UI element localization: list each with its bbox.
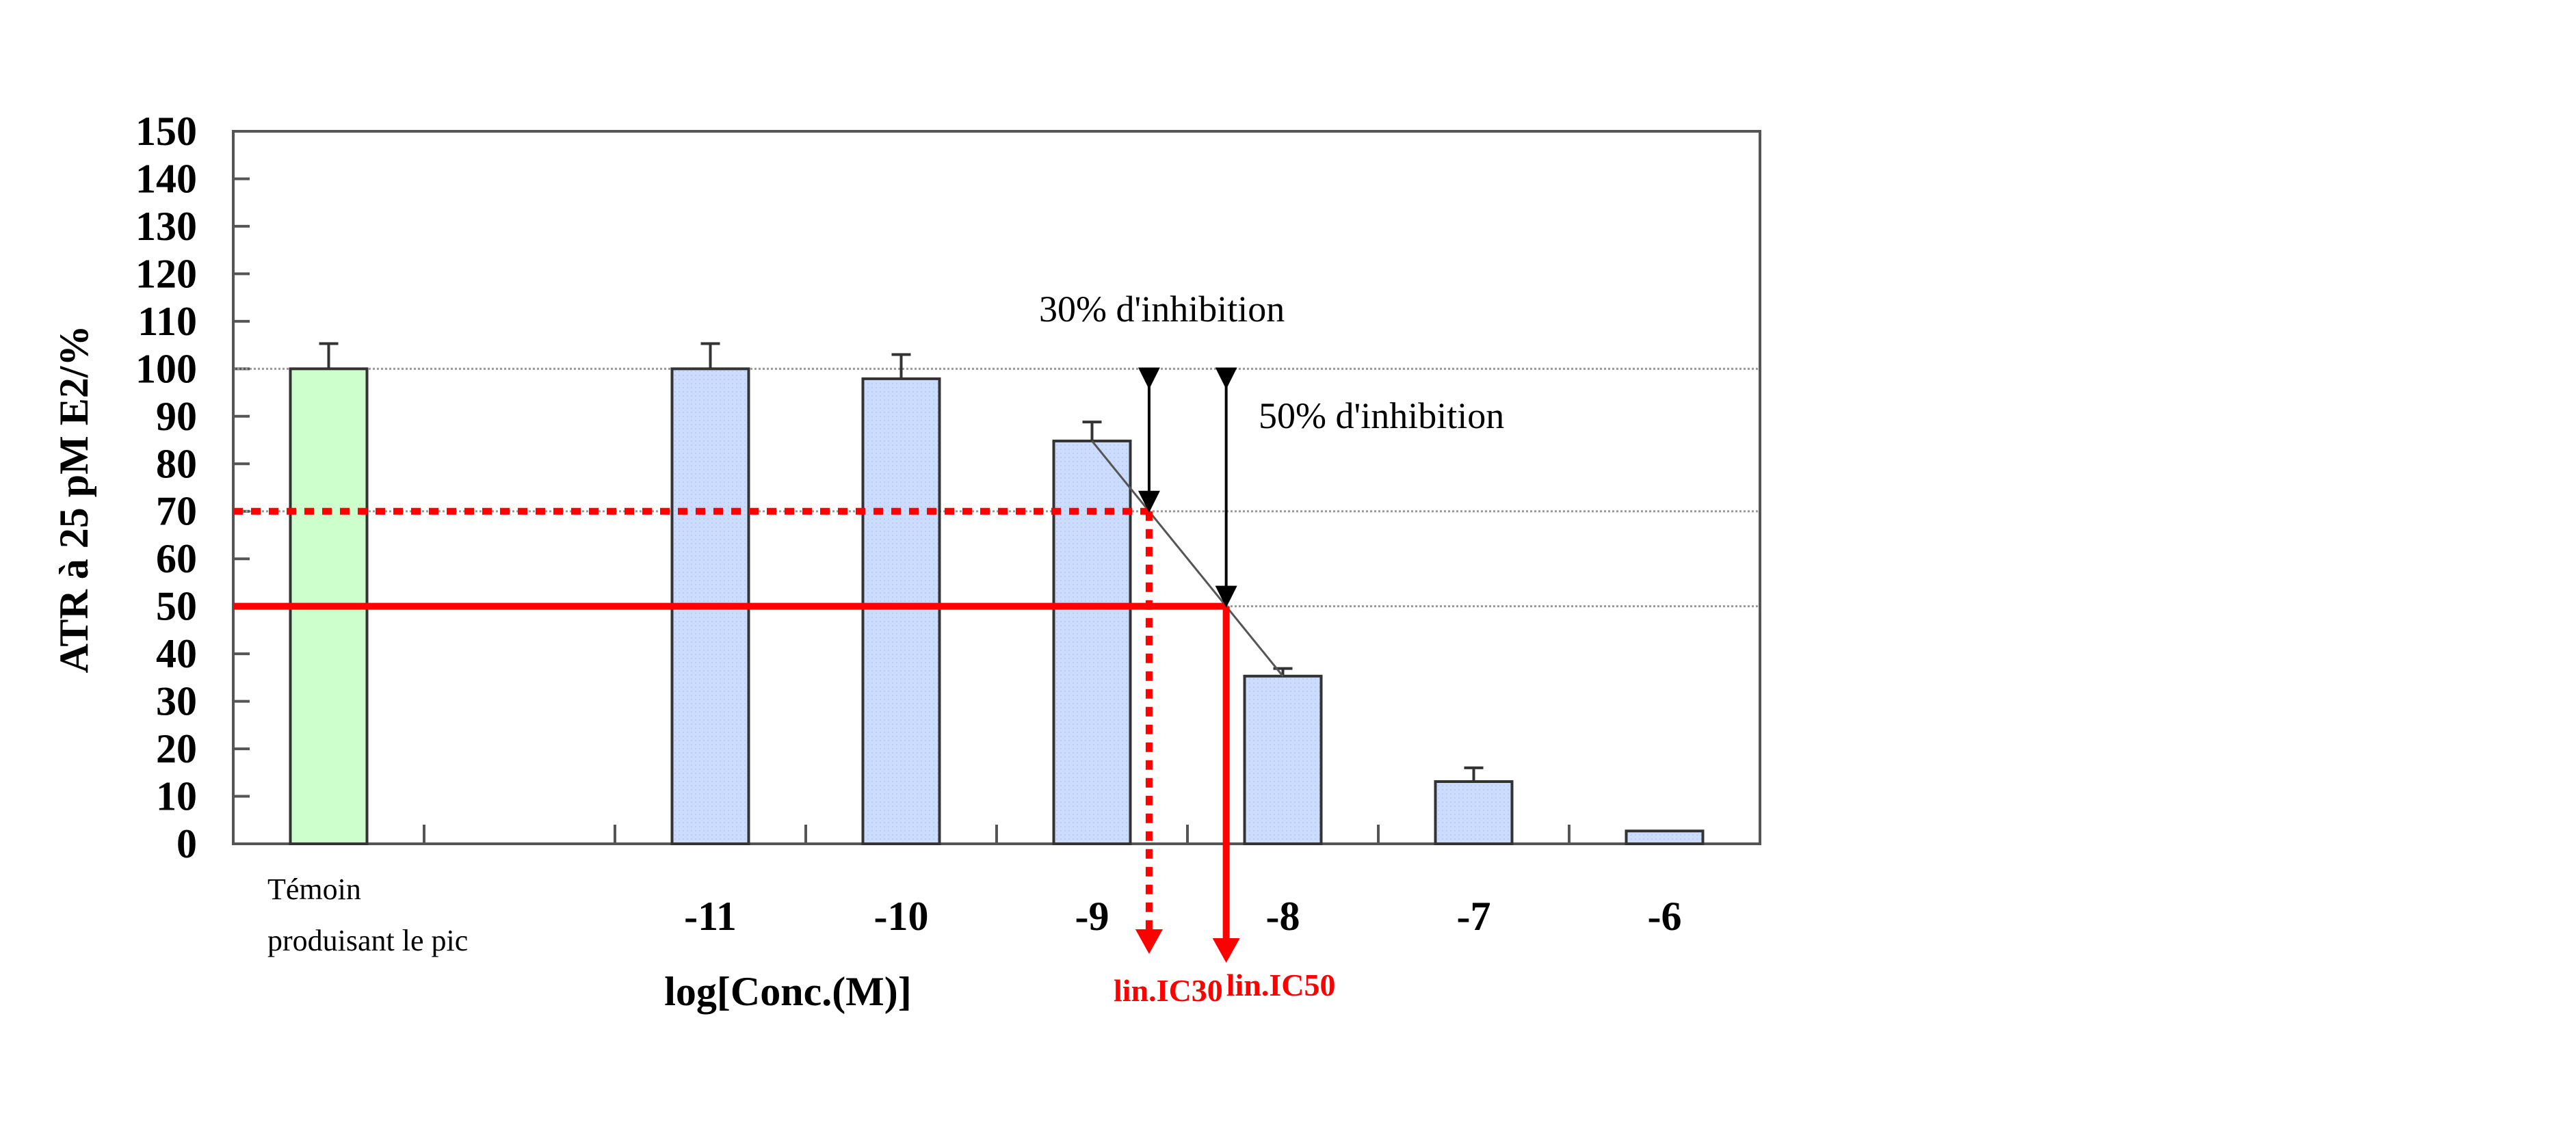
x-tick-label: -9 bbox=[1075, 894, 1109, 939]
y-tick-label: 10 bbox=[156, 774, 197, 819]
bar bbox=[1052, 439, 1132, 845]
y-tick-label: 40 bbox=[156, 631, 197, 676]
ic30-label: lin.IC30 bbox=[1114, 973, 1223, 1008]
y-tick-label: 120 bbox=[135, 251, 197, 296]
ic50-arrowhead-icon bbox=[1212, 938, 1240, 963]
y-tick-label: 130 bbox=[135, 204, 197, 249]
y-tick-label: 30 bbox=[156, 679, 197, 724]
annotation-50-inhibition: 50% d'inhibition bbox=[1259, 395, 1504, 436]
bar bbox=[1625, 829, 1705, 846]
x-tick-label-line2: produisant le pic bbox=[267, 924, 468, 957]
annotation-30-inhibition: 30% d'inhibition bbox=[1039, 289, 1285, 330]
bar bbox=[861, 377, 941, 845]
y-tick-label: 0 bbox=[176, 821, 197, 866]
bar bbox=[1243, 674, 1323, 845]
y-tick-label: 70 bbox=[156, 489, 197, 534]
x-tick-label: -7 bbox=[1457, 894, 1491, 939]
y-tick-label: 50 bbox=[156, 584, 197, 629]
y-axis-label: ATR à 25 pM E2/% bbox=[51, 325, 96, 674]
x-tick-label: -8 bbox=[1266, 894, 1300, 939]
plot-frame bbox=[232, 130, 1761, 845]
ic50-label: lin.IC50 bbox=[1226, 968, 1336, 1002]
x-axis-label: log[Conc.(M)] bbox=[664, 969, 912, 1014]
y-tick-label: 80 bbox=[156, 441, 197, 486]
x-tick-label: -11 bbox=[684, 894, 737, 939]
y-tick-label: 60 bbox=[156, 536, 197, 581]
y-tick-label: 100 bbox=[135, 346, 197, 391]
bar bbox=[1434, 780, 1514, 845]
y-tick-label: 110 bbox=[137, 299, 197, 344]
y-tick-label: 90 bbox=[156, 394, 197, 439]
y-tick-label: 150 bbox=[135, 109, 197, 154]
x-tick-label: Témoin bbox=[267, 873, 361, 906]
x-tick-label: -6 bbox=[1648, 894, 1682, 939]
y-tick-label: 20 bbox=[156, 726, 197, 771]
x-tick-label: -10 bbox=[874, 894, 929, 939]
interpolation-line bbox=[1091, 440, 1284, 677]
ic30-arrowhead-icon bbox=[1135, 929, 1163, 954]
y-tick-label: 140 bbox=[135, 156, 197, 201]
